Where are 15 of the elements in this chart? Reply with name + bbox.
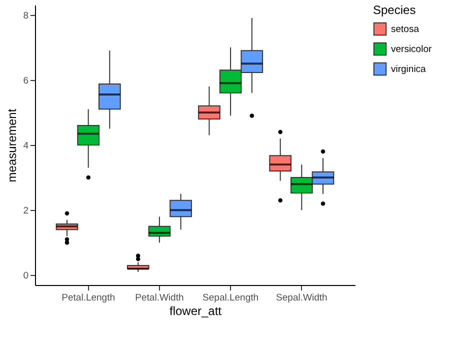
legend-title: Species [373, 3, 416, 17]
x-tick-label: Petal.Length [62, 292, 116, 304]
legend-label: setosa [391, 24, 420, 35]
y-tick-label: 0 [23, 270, 28, 282]
legend-label: virginica [391, 64, 427, 75]
y-tick-label: 2 [23, 206, 28, 217]
x-axis-title: flower_att [169, 304, 222, 318]
y-tick-label: 6 [23, 75, 28, 86]
x-tick-label: Sepal.Width [276, 292, 328, 304]
x-tick-label: Sepal.Length [202, 292, 259, 304]
y-axis-title: measurement [5, 108, 20, 182]
y-tick-label: 8 [23, 10, 28, 22]
x-tick-label: Petal.Width [135, 292, 184, 304]
legend-label: versicolor [391, 44, 432, 55]
y-tick-label: 4 [23, 140, 28, 152]
